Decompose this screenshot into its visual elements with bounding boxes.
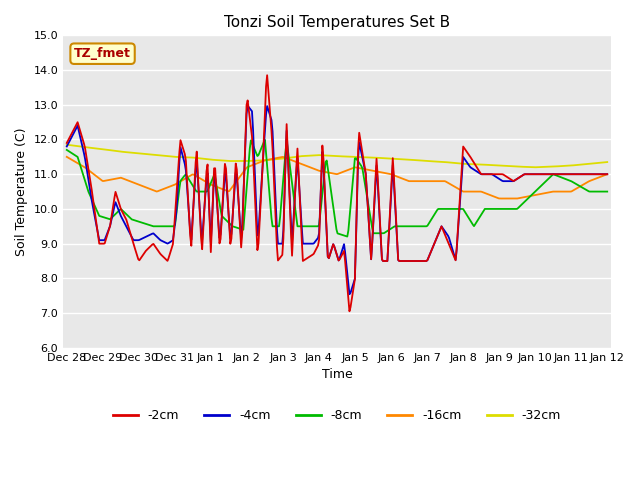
Y-axis label: Soil Temperature (C): Soil Temperature (C) <box>15 127 28 256</box>
Text: TZ_fmet: TZ_fmet <box>74 47 131 60</box>
Legend: -2cm, -4cm, -8cm, -16cm, -32cm: -2cm, -4cm, -8cm, -16cm, -32cm <box>108 404 566 427</box>
Title: Tonzi Soil Temperatures Set B: Tonzi Soil Temperatures Set B <box>224 15 450 30</box>
X-axis label: Time: Time <box>322 368 353 381</box>
